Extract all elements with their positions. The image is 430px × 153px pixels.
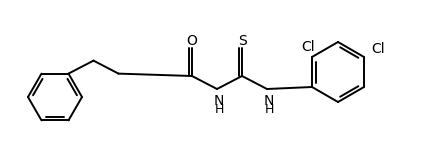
Text: H: H — [264, 103, 273, 116]
Text: O: O — [187, 34, 197, 48]
Text: Cl: Cl — [301, 40, 315, 54]
Text: N: N — [264, 94, 274, 108]
Text: S: S — [238, 34, 246, 48]
Text: Cl: Cl — [371, 42, 385, 56]
Text: N: N — [214, 94, 224, 108]
Text: H: H — [214, 103, 224, 116]
